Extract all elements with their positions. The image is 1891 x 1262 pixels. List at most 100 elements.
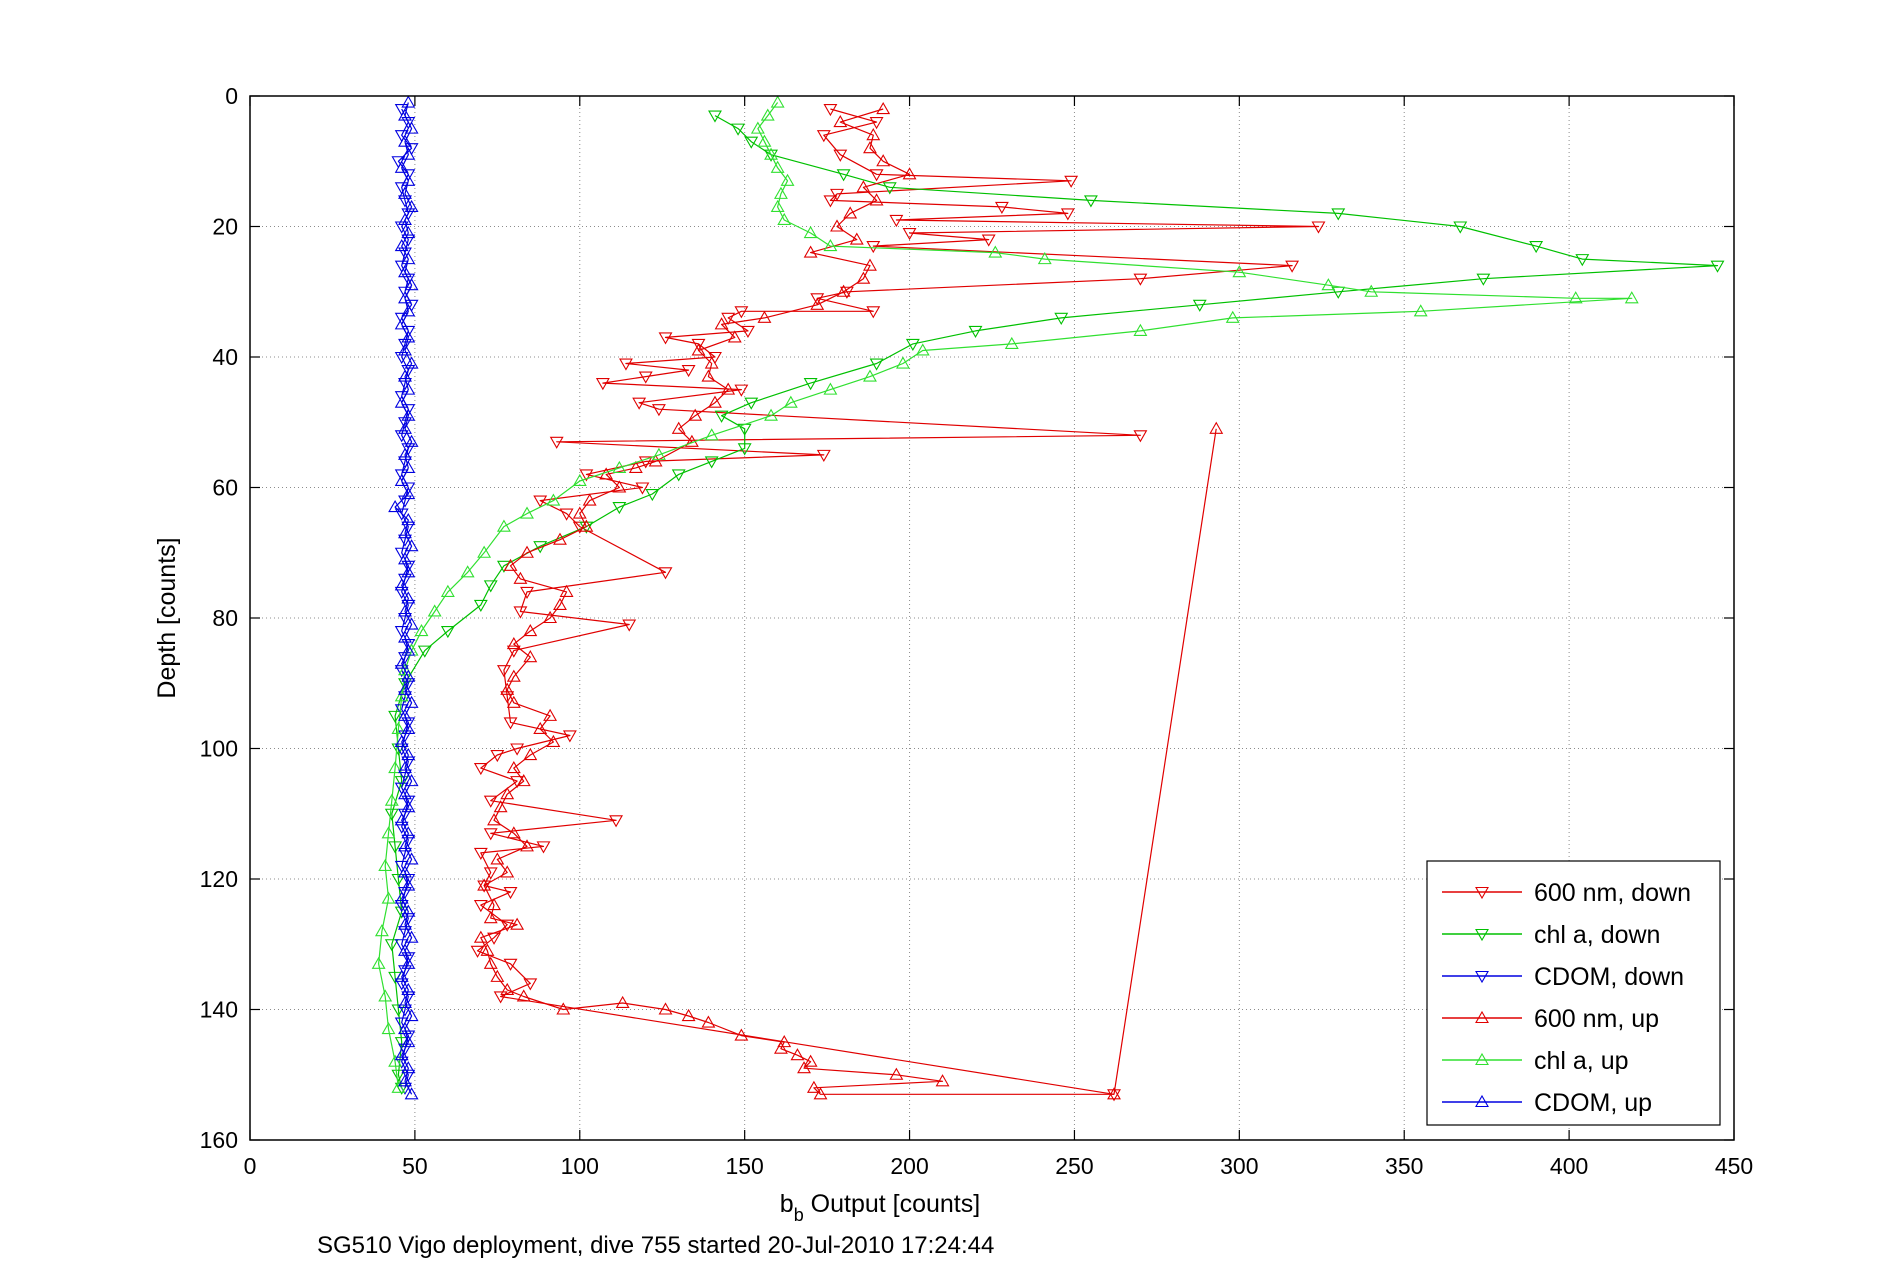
data-point-chl-a-down [394,776,409,789]
data-point-chl-a-down [1083,195,1098,208]
data-point-600-nm-down [1133,430,1148,443]
data-point-chl-a-up [764,147,778,160]
x-tick-label: 200 [890,1153,928,1179]
x-tick-label: 300 [1220,1153,1258,1179]
data-point-600-nm-up [681,1008,696,1022]
data-point-chl-a-down [714,410,729,423]
data-point-600-nm-down [500,919,515,932]
data-point-chl-a-up [651,447,666,460]
data-point-cdom-up [401,982,416,995]
data-point-cdom-up [398,212,412,226]
data-point-chl-a-down [645,488,660,502]
data-point-chl-a-down [388,710,403,723]
data-point-cdom-up [398,760,412,774]
data-point-600-nm-up [510,917,525,930]
data-point-cdom-up [404,356,419,369]
data-point-cdom-down [394,508,409,521]
data-point-600-nm-up [830,219,844,232]
data-point-cdom-up [394,317,409,330]
data-point-chl-a-up [704,428,719,441]
data-point-600-nm-up [506,636,521,650]
data-point-600-nm-up [863,141,877,154]
data-point-600-nm-down [681,364,696,378]
data-point-600-nm-down [823,104,838,117]
data-point-cdom-up [401,747,416,761]
data-point-cdom-up [401,1035,416,1048]
data-point-600-nm-up [863,258,877,271]
x-tick-label: 50 [402,1153,428,1179]
data-point-600-nm-down [483,867,498,880]
data-point-600-nm-down [520,586,534,600]
data-point-chl-a-up [496,519,511,532]
data-point-600-nm-up [902,167,917,180]
y-axis-label: Depth [counts] [153,537,181,698]
data-point-600-nm-down [1060,208,1075,221]
data-point-cdom-up [394,578,409,591]
data-point-chl-a-up [777,212,792,226]
series-600-nm-up [473,101,1224,1100]
data-point-cdom-up [401,330,416,343]
figure-caption: SG510 Vigo deployment, dive 755 started … [317,1232,994,1259]
data-point-chl-a-up [823,238,838,252]
data-point-chl-a-up [780,173,795,186]
data-point-600-nm-down [1064,175,1079,188]
data-point-cdom-up [394,160,409,173]
data-point-cdom-down [401,1030,416,1043]
data-point-cdom-up [398,134,412,147]
data-point-cdom-up [404,695,419,708]
data-point-600-nm-down [473,847,488,861]
data-point-cdom-up [401,826,416,839]
data-point-600-nm-up [658,1002,673,1015]
data-point-cdom-up [404,434,419,447]
data-point-cdom-down [394,351,409,365]
data-point-600-nm-up [559,584,574,597]
data-point-chl-a-up [1133,323,1148,336]
data-point-cdom-down [401,952,416,965]
data-point-cdom-down [394,743,409,756]
data-point-chl-a-up [427,604,442,617]
data-point-600-nm-up [734,1028,749,1041]
data-point-cdom-up [401,956,416,969]
y-tick-label: 60 [212,475,238,501]
data-point-chl-a-up [783,395,798,408]
data-point-600-nm-down [658,332,673,345]
data-point-cdom-up [394,969,409,982]
data-point-cdom-down [394,900,409,913]
legend-label: chl a, down [1534,921,1660,949]
data-point-600-nm-down [902,227,917,241]
data-point-600-nm-up [543,708,558,721]
data-point-chl-a-up [440,584,455,597]
data-point-600-nm-down [622,619,637,632]
data-point-cdom-up [404,121,419,134]
data-point-cdom-up [401,513,416,526]
data-point-600-nm-down [866,241,881,254]
data-point-600-nm-up [813,1087,828,1100]
data-point-chl-a-up [546,493,561,506]
legend-entry-600-nm-up: 600 nm, up [1442,1005,1659,1033]
data-point-cdom-up [401,147,416,160]
data-point-cdom-up [401,486,416,500]
data-point-cdom-down [398,1004,412,1017]
y-tick-label: 140 [200,997,238,1023]
data-point-600-nm-down [609,815,624,828]
data-point-chl-a-down [744,136,759,149]
data-point-600-nm-up [506,695,521,708]
data-point-cdom-up [398,708,412,721]
data-point-chl-a-up [764,408,778,421]
data-point-600-nm-down [632,397,647,410]
data-point-chl-a-down [391,1069,406,1082]
data-point-600-nm-down [1311,221,1326,234]
y-tick-label: 40 [212,344,238,370]
data-point-cdom-up [401,878,416,891]
data-point-cdom-up [401,904,416,917]
legend-swatch-marker [1475,928,1489,942]
data-point-600-nm-up [490,969,505,982]
data-point-600-nm-up [797,1061,811,1074]
data-point-chl-a-down [764,149,778,162]
y-tick-label: 100 [200,736,238,762]
data-point-cdom-down [401,873,416,887]
data-point-600-nm-up [701,1015,716,1028]
data-point-chl-a-up [520,506,534,519]
legend-entry-cdom-down: CDOM, down [1442,963,1684,991]
data-point-600-nm-up [483,911,498,924]
